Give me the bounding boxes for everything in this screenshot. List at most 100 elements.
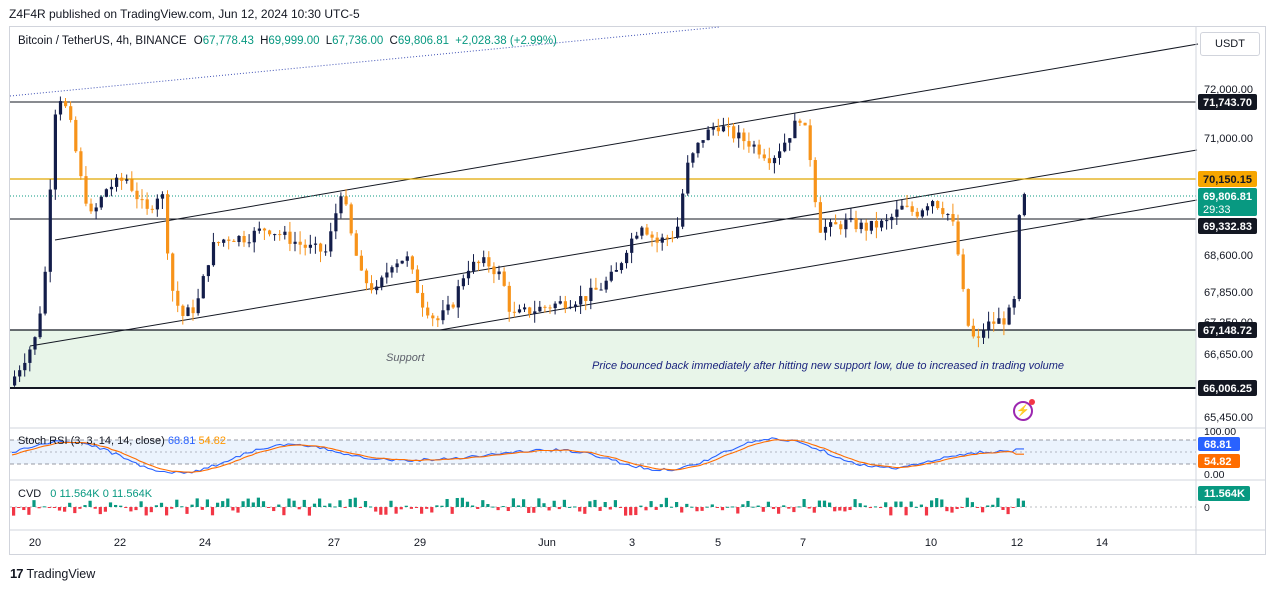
cvd-bar xyxy=(471,505,475,507)
price-tick: 65,450.00 xyxy=(1204,412,1253,424)
candle-body xyxy=(971,325,975,337)
candle-body xyxy=(517,309,522,313)
candle-body xyxy=(854,218,858,230)
cvd-bar xyxy=(588,501,592,507)
cvd-values: 0 11.564K 0 11.564K xyxy=(50,488,153,500)
cvd-bar xyxy=(450,507,454,514)
candle-body xyxy=(99,196,103,208)
cvd-bar xyxy=(369,506,373,508)
candle-body xyxy=(89,203,93,212)
cvd-bar xyxy=(894,501,898,507)
cvd-bar xyxy=(318,498,322,507)
rsi-d-badge xyxy=(1198,454,1240,468)
cvd-legend[interactable]: CVD 0 11.564K 0 11.564K xyxy=(18,488,152,500)
cvd-bar xyxy=(675,502,679,507)
cvd-bar xyxy=(414,507,419,508)
candle-body xyxy=(303,244,307,248)
time-tick: 24 xyxy=(199,537,211,549)
cvd-bar xyxy=(195,498,199,507)
candle-body xyxy=(227,239,231,241)
bar-countdown: 29:33 xyxy=(1203,204,1231,216)
stoch-rsi-params: 3, 3, 14, 14, close xyxy=(74,435,162,447)
publisher-info: Z4F4R published on TradingView.com, Jun … xyxy=(9,7,360,21)
candle-body xyxy=(676,226,680,238)
candle-body xyxy=(206,265,210,277)
cvd-bar xyxy=(761,507,765,512)
cvd-bar xyxy=(940,499,944,507)
cvd-bar xyxy=(736,507,740,514)
candle-body xyxy=(818,202,822,233)
candle-body xyxy=(966,289,970,326)
cvd-bar xyxy=(98,507,102,515)
badge-69332 xyxy=(1198,218,1257,234)
cvd-bar xyxy=(236,507,240,513)
price-tick: 71,000.00 xyxy=(1204,133,1253,145)
cvd-bar xyxy=(996,497,1000,507)
tradingview-logo[interactable]: 17 TradingView xyxy=(10,566,95,581)
candle-body xyxy=(701,140,705,143)
candle-body xyxy=(23,362,27,371)
cvd-bars xyxy=(12,497,1025,516)
candle-body xyxy=(150,208,154,210)
symbol-legend[interactable]: Bitcoin / TetherUS, 4h, BINANCE O67,778.… xyxy=(18,35,557,47)
candle-body xyxy=(619,263,624,271)
cvd-bar xyxy=(930,500,934,507)
candle-body xyxy=(716,127,720,132)
candle-body xyxy=(951,214,955,222)
rsi-axis-0: 0.00 xyxy=(1204,469,1225,481)
cvd-bar xyxy=(833,507,837,512)
high-label: H xyxy=(260,35,269,47)
cvd-bar xyxy=(516,505,521,507)
candle-body xyxy=(431,315,435,319)
cvd-bar xyxy=(797,506,801,508)
cvd-bar xyxy=(409,507,413,509)
candle-body xyxy=(665,237,669,239)
symbol-name[interactable]: Bitcoin / TetherUS, 4h, BINANCE xyxy=(18,35,187,47)
cvd-bar xyxy=(103,507,107,512)
candle-body xyxy=(283,231,287,235)
candle-body xyxy=(895,209,899,217)
candle-body xyxy=(528,307,532,314)
currency-button[interactable]: USDT xyxy=(1200,32,1260,56)
cvd-bar xyxy=(945,507,949,512)
cvd-badge-text: 11.564K xyxy=(1204,488,1245,500)
candle-body xyxy=(222,239,226,243)
stoch-rsi-legend[interactable]: Stoch RSI (3, 3, 14, 14, close) 68.81 54… xyxy=(18,435,226,447)
candle-body xyxy=(936,201,940,209)
tradingview-logo-icon: 17 xyxy=(10,566,24,581)
high-value: 69,999.00 xyxy=(268,35,320,47)
cvd-bar xyxy=(491,506,495,508)
price-tick: 67,850.00 xyxy=(1204,287,1253,299)
candle-body xyxy=(1007,307,1011,325)
candle-body xyxy=(1002,318,1006,325)
candle-body xyxy=(1022,194,1026,216)
cvd-bar xyxy=(481,500,485,507)
cvd-bar xyxy=(522,499,526,507)
cvd-bar xyxy=(496,507,500,511)
candle-body xyxy=(288,231,292,244)
cvd-bar xyxy=(338,500,342,507)
lightning-alert-icon[interactable]: ⚡ xyxy=(1013,399,1035,421)
candle-body xyxy=(711,127,715,130)
cvd-bar xyxy=(205,499,209,507)
cvd-bar xyxy=(119,505,123,507)
close-label: C xyxy=(389,35,398,47)
tradingview-brand: TradingView xyxy=(26,566,96,581)
candle-body xyxy=(191,307,195,314)
candle-body xyxy=(344,196,348,205)
cvd-bar xyxy=(919,504,923,507)
cvd-bar xyxy=(190,504,194,507)
cvd-bar xyxy=(1021,500,1025,507)
candle-body xyxy=(79,151,83,177)
candle-body xyxy=(53,114,57,190)
cvd-bar xyxy=(17,507,21,508)
cvd-bar xyxy=(629,507,633,516)
rsi-d-line xyxy=(11,439,1024,473)
cvd-bar xyxy=(165,507,169,516)
candle-body xyxy=(599,289,603,291)
candle-body xyxy=(477,261,481,264)
cvd-bar xyxy=(465,501,470,507)
candle-body xyxy=(115,177,119,187)
candle-body xyxy=(186,307,190,316)
